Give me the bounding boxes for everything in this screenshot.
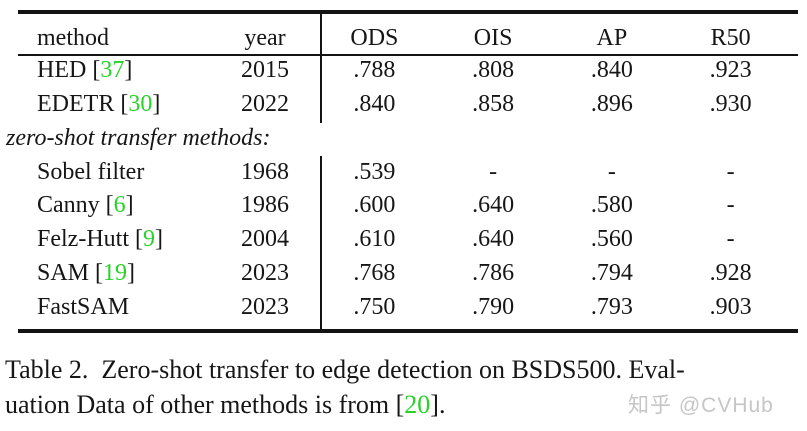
metric-cell: .930 (709, 91, 752, 117)
year-cell: 1968 (241, 159, 289, 185)
column-header-method: method (37, 25, 109, 51)
metric-cell: - (726, 192, 735, 218)
metric-cell: .600 (353, 192, 396, 218)
citation-link[interactable]: 19 (103, 260, 128, 286)
table-top-rule (18, 10, 798, 14)
metric-cell: .896 (590, 91, 633, 117)
metric-cell: .580 (590, 192, 633, 218)
year-cell: 1986 (241, 192, 289, 218)
table-bottom-rule (18, 329, 798, 333)
method-cell: Canny [6] (37, 192, 134, 218)
metric-cell: - (726, 159, 735, 185)
metric-cell: .793 (590, 294, 633, 320)
citation-link[interactable]: 20 (404, 390, 431, 419)
metric-cell: .903 (709, 294, 752, 320)
metric-cell: .786 (472, 260, 515, 286)
column-header-ap: AP (596, 25, 628, 51)
column-header-ois: OIS (473, 25, 513, 51)
metric-cell: .923 (709, 57, 752, 83)
table-caption: Table 2. Zero-shot transfer to edge dete… (5, 352, 805, 422)
year-cell: 2022 (241, 91, 289, 117)
year-cell: 2023 (241, 294, 289, 320)
metric-cell: - (607, 159, 616, 185)
table-header-rule (18, 54, 798, 56)
method-cell: FastSAM (37, 294, 130, 320)
table-row: EDETR [30] 2022 .840 .858 .896 .930 (0, 90, 807, 118)
method-cell: Felz-Hutt [9] (37, 226, 163, 252)
metric-cell: .840 (590, 57, 633, 83)
table-row: Canny [6] 1986 .600 .640 .580 - (0, 191, 807, 219)
column-header-year: year (244, 25, 286, 51)
metric-cell: .858 (472, 91, 515, 117)
column-divider-lower (320, 156, 322, 329)
caption-line1: Table 2. Zero-shot transfer to edge dete… (5, 355, 685, 384)
caption-line2-end: ]. (430, 390, 446, 419)
metric-cell: .788 (353, 57, 396, 83)
metric-cell: .640 (472, 192, 515, 218)
method-cell: HED [37] (37, 57, 133, 83)
column-header-ods: ODS (350, 25, 399, 51)
metric-cell: - (489, 159, 498, 185)
table-header-row: method year ODS OIS AP R50 (0, 24, 807, 52)
section-header-row: zero-shot transfer methods: (0, 124, 807, 152)
section-label: zero-shot transfer methods: (6, 125, 271, 151)
year-cell: 2004 (241, 226, 289, 252)
citation-link[interactable]: 30 (128, 91, 153, 117)
table-row: Sobel filter 1968 .539 - - - (0, 158, 807, 186)
metric-cell: .560 (590, 226, 633, 252)
column-divider-upper (320, 14, 322, 123)
method-cell: Sobel filter (37, 159, 145, 185)
citation-link[interactable]: 6 (113, 192, 126, 218)
metric-cell: .840 (353, 91, 396, 117)
year-cell: 2023 (241, 260, 289, 286)
table-row: FastSAM 2023 .750 .790 .793 .903 (0, 293, 807, 321)
citation-link[interactable]: 37 (100, 57, 125, 83)
metric-cell: .640 (472, 226, 515, 252)
metric-cell: .794 (590, 260, 633, 286)
metric-cell: .808 (472, 57, 515, 83)
metric-cell: .750 (353, 294, 396, 320)
year-cell: 2015 (241, 57, 289, 83)
caption-line2-text: uation Data of other methods is from [ (5, 390, 405, 419)
method-cell: EDETR [30] (37, 91, 161, 117)
table-row: HED [37] 2015 .788 .808 .840 .923 (0, 56, 807, 84)
metric-cell: .539 (353, 159, 396, 185)
watermark: 知乎 @CVHub (628, 394, 774, 417)
metric-cell: .768 (353, 260, 396, 286)
table-row: SAM [19] 2023 .768 .786 .794 .928 (0, 259, 807, 287)
table-row: Felz-Hutt [9] 2004 .610 .640 .560 - (0, 225, 807, 253)
metric-cell: - (726, 226, 735, 252)
metric-cell: .610 (353, 226, 396, 252)
metric-cell: .928 (709, 260, 752, 286)
method-cell: SAM [19] (37, 260, 136, 286)
metric-cell: .790 (472, 294, 515, 320)
column-header-r50: R50 (710, 25, 751, 51)
citation-link[interactable]: 9 (142, 226, 155, 252)
